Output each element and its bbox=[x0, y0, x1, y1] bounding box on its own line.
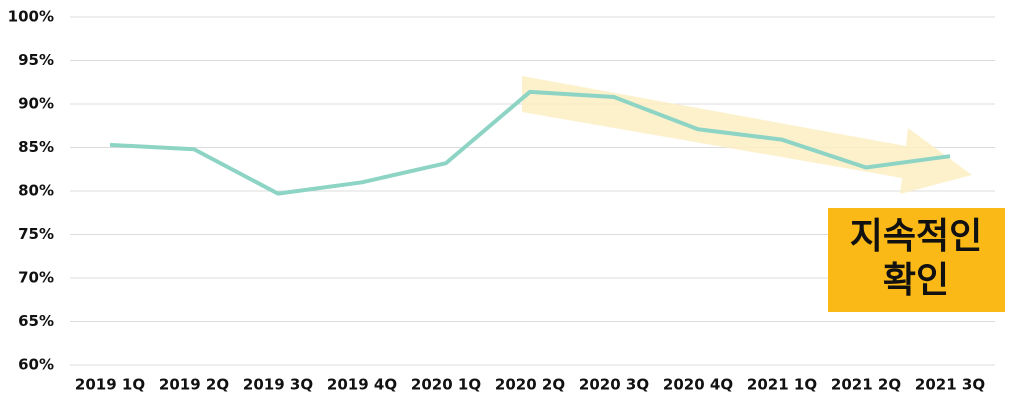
x-tick-label: 2019 2Q bbox=[159, 376, 229, 394]
y-tick-label: 60% bbox=[18, 356, 54, 374]
annotation-box bbox=[828, 208, 1005, 312]
x-tick-label: 2020 2Q bbox=[495, 376, 565, 394]
y-tick-label: 90% bbox=[18, 95, 54, 113]
x-tick-label: 2019 3Q bbox=[243, 376, 313, 394]
y-tick-label: 80% bbox=[18, 182, 54, 200]
x-tick-label: 2020 1Q bbox=[411, 376, 481, 394]
x-tick-label: 2020 3Q bbox=[579, 376, 649, 394]
x-tick-label: 2019 4Q bbox=[327, 376, 397, 394]
x-tick-label: 2019 1Q bbox=[75, 376, 145, 394]
y-tick-label: 85% bbox=[18, 138, 54, 156]
y-tick-label: 65% bbox=[18, 312, 54, 330]
y-tick-label: 100% bbox=[8, 8, 54, 26]
data-line bbox=[109, 89, 951, 196]
y-tick-label: 95% bbox=[18, 51, 54, 69]
x-tick-label: 2020 4Q bbox=[663, 376, 733, 394]
annotation-text: 지속적인 bbox=[850, 216, 982, 257]
y-tick-label: 70% bbox=[18, 269, 54, 287]
x-tick-label: 2021 1Q bbox=[747, 376, 817, 394]
annotation-text: 확인 bbox=[883, 260, 949, 301]
x-tick-label: 2021 3Q bbox=[915, 376, 985, 394]
y-tick-label: 75% bbox=[18, 225, 54, 243]
x-tick-label: 2021 2Q bbox=[831, 376, 901, 394]
